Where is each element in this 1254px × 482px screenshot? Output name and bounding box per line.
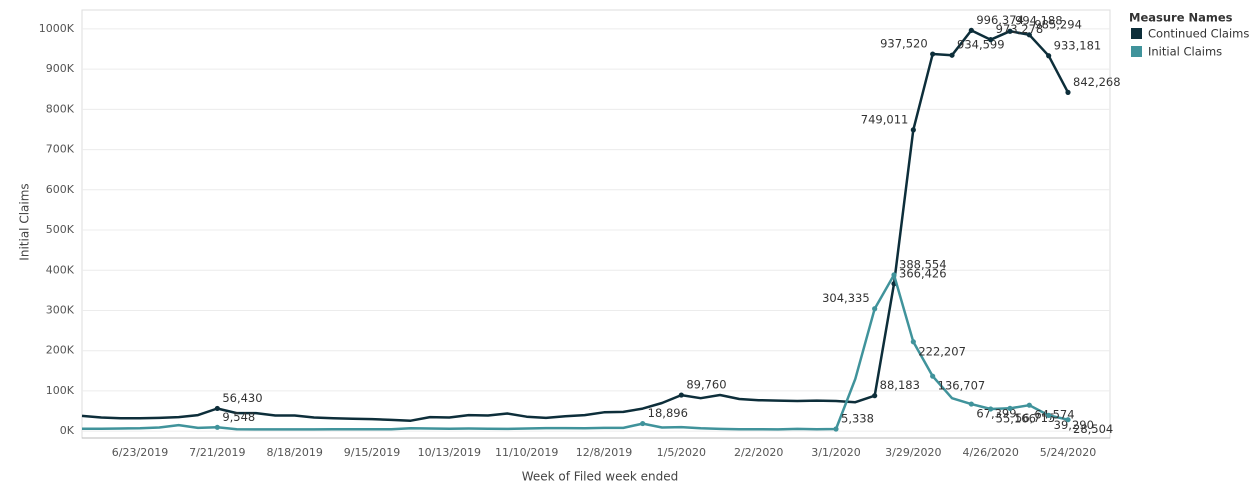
data-point (872, 393, 878, 399)
y-tick-label: 100K (46, 384, 75, 397)
data-label: 304,335 (822, 291, 870, 305)
x-tick-label: 9/15/2019 (344, 446, 400, 459)
data-point (640, 420, 646, 427)
y-tick-label: 500K (46, 223, 75, 236)
data-point (1026, 32, 1032, 38)
data-point (1065, 89, 1071, 95)
data-label: 994,188 (1015, 14, 1063, 28)
x-tick-label: 10/13/2019 (418, 446, 481, 459)
data-point (1046, 53, 1052, 59)
x-axis-title: Week of Filed week ended (522, 470, 679, 482)
x-tick-label: 7/21/2019 (189, 446, 245, 459)
data-label: 56,430 (222, 391, 262, 405)
y-tick-label: 200K (46, 344, 75, 357)
y-tick-label: 300K (46, 303, 75, 316)
data-point (968, 401, 974, 407)
data-label: 985,294 (1034, 17, 1082, 31)
data-label: 933,181 (1054, 38, 1102, 52)
data-label: 749,011 (861, 112, 909, 126)
data-label: 28,504 (1073, 422, 1113, 436)
data-point (678, 392, 684, 398)
legend-title: Measure Names (1129, 11, 1233, 25)
series-line (82, 273, 1069, 431)
data-label: 9,548 (222, 410, 255, 424)
data-point (1065, 417, 1071, 423)
data-label: 222,207 (918, 344, 966, 358)
data-label: 89,760 (686, 378, 726, 392)
data-point (949, 52, 955, 58)
data-point (968, 27, 974, 33)
data-label: 55,166 (996, 411, 1036, 425)
data-label: 934,599 (957, 38, 1005, 52)
data-label: 67,399 (976, 407, 1016, 421)
legend-label: Continued Claims (1148, 27, 1249, 41)
x-tick-label: 6/23/2019 (112, 446, 168, 459)
y-tick-label: 1000K (39, 22, 75, 35)
x-tick-label: 8/18/2019 (266, 446, 322, 459)
data-point (988, 37, 994, 43)
y-tick-label: 0K (60, 424, 75, 437)
x-tick-label: 1/5/2020 (657, 446, 706, 459)
y-tick-label: 600K (46, 183, 75, 196)
data-point (1007, 405, 1013, 411)
series-line (81, 29, 1070, 422)
y-tick-label: 700K (46, 143, 75, 156)
data-label: 136,707 (938, 379, 986, 393)
data-label: 56,715 (1015, 411, 1055, 425)
data-point (930, 373, 936, 379)
y-tick-label: 900K (46, 62, 75, 75)
data-point (910, 127, 916, 133)
x-tick-label: 3/29/2020 (885, 446, 941, 459)
data-point (214, 424, 220, 430)
x-tick-label: 2/2/2020 (734, 446, 783, 459)
data-point (872, 306, 878, 312)
legend-swatch (1131, 46, 1142, 57)
data-label: 366,426 (899, 266, 947, 280)
y-axis-title: Initial Claims (18, 183, 32, 260)
y-tick-label: 800K (46, 102, 75, 115)
data-label: 996,374 (976, 13, 1024, 27)
plot-frame (81, 9, 1111, 439)
data-label: 937,520 (880, 37, 928, 51)
data-point (1046, 412, 1052, 418)
data-point (910, 339, 916, 345)
x-tick-label: 5/24/2020 (1040, 446, 1096, 459)
data-label: 5,338 (841, 412, 874, 426)
data-point (1026, 402, 1032, 408)
data-label: 388,554 (899, 257, 947, 271)
data-point (833, 426, 839, 432)
x-tick-label: 3/1/2020 (811, 446, 860, 459)
legend-label: Initial Claims (1148, 45, 1222, 59)
data-point (930, 51, 936, 57)
y-tick-label: 400K (46, 263, 75, 276)
x-tick-label: 11/10/2019 (495, 446, 558, 459)
data-label: 88,183 (880, 378, 920, 392)
x-tick-label: 4/26/2020 (962, 446, 1018, 459)
legend-swatch (1131, 28, 1142, 39)
data-label: 39,290 (1054, 418, 1094, 432)
data-label: 18,896 (648, 406, 688, 420)
data-point (891, 272, 897, 278)
data-point (988, 406, 994, 412)
data-label: 64,574 (1034, 408, 1074, 422)
data-point (214, 405, 220, 412)
data-point (1007, 28, 1013, 34)
data-label: 842,268 (1073, 75, 1121, 89)
x-tick-label: 12/8/2019 (576, 446, 632, 459)
data-label: 973,278 (996, 22, 1044, 36)
